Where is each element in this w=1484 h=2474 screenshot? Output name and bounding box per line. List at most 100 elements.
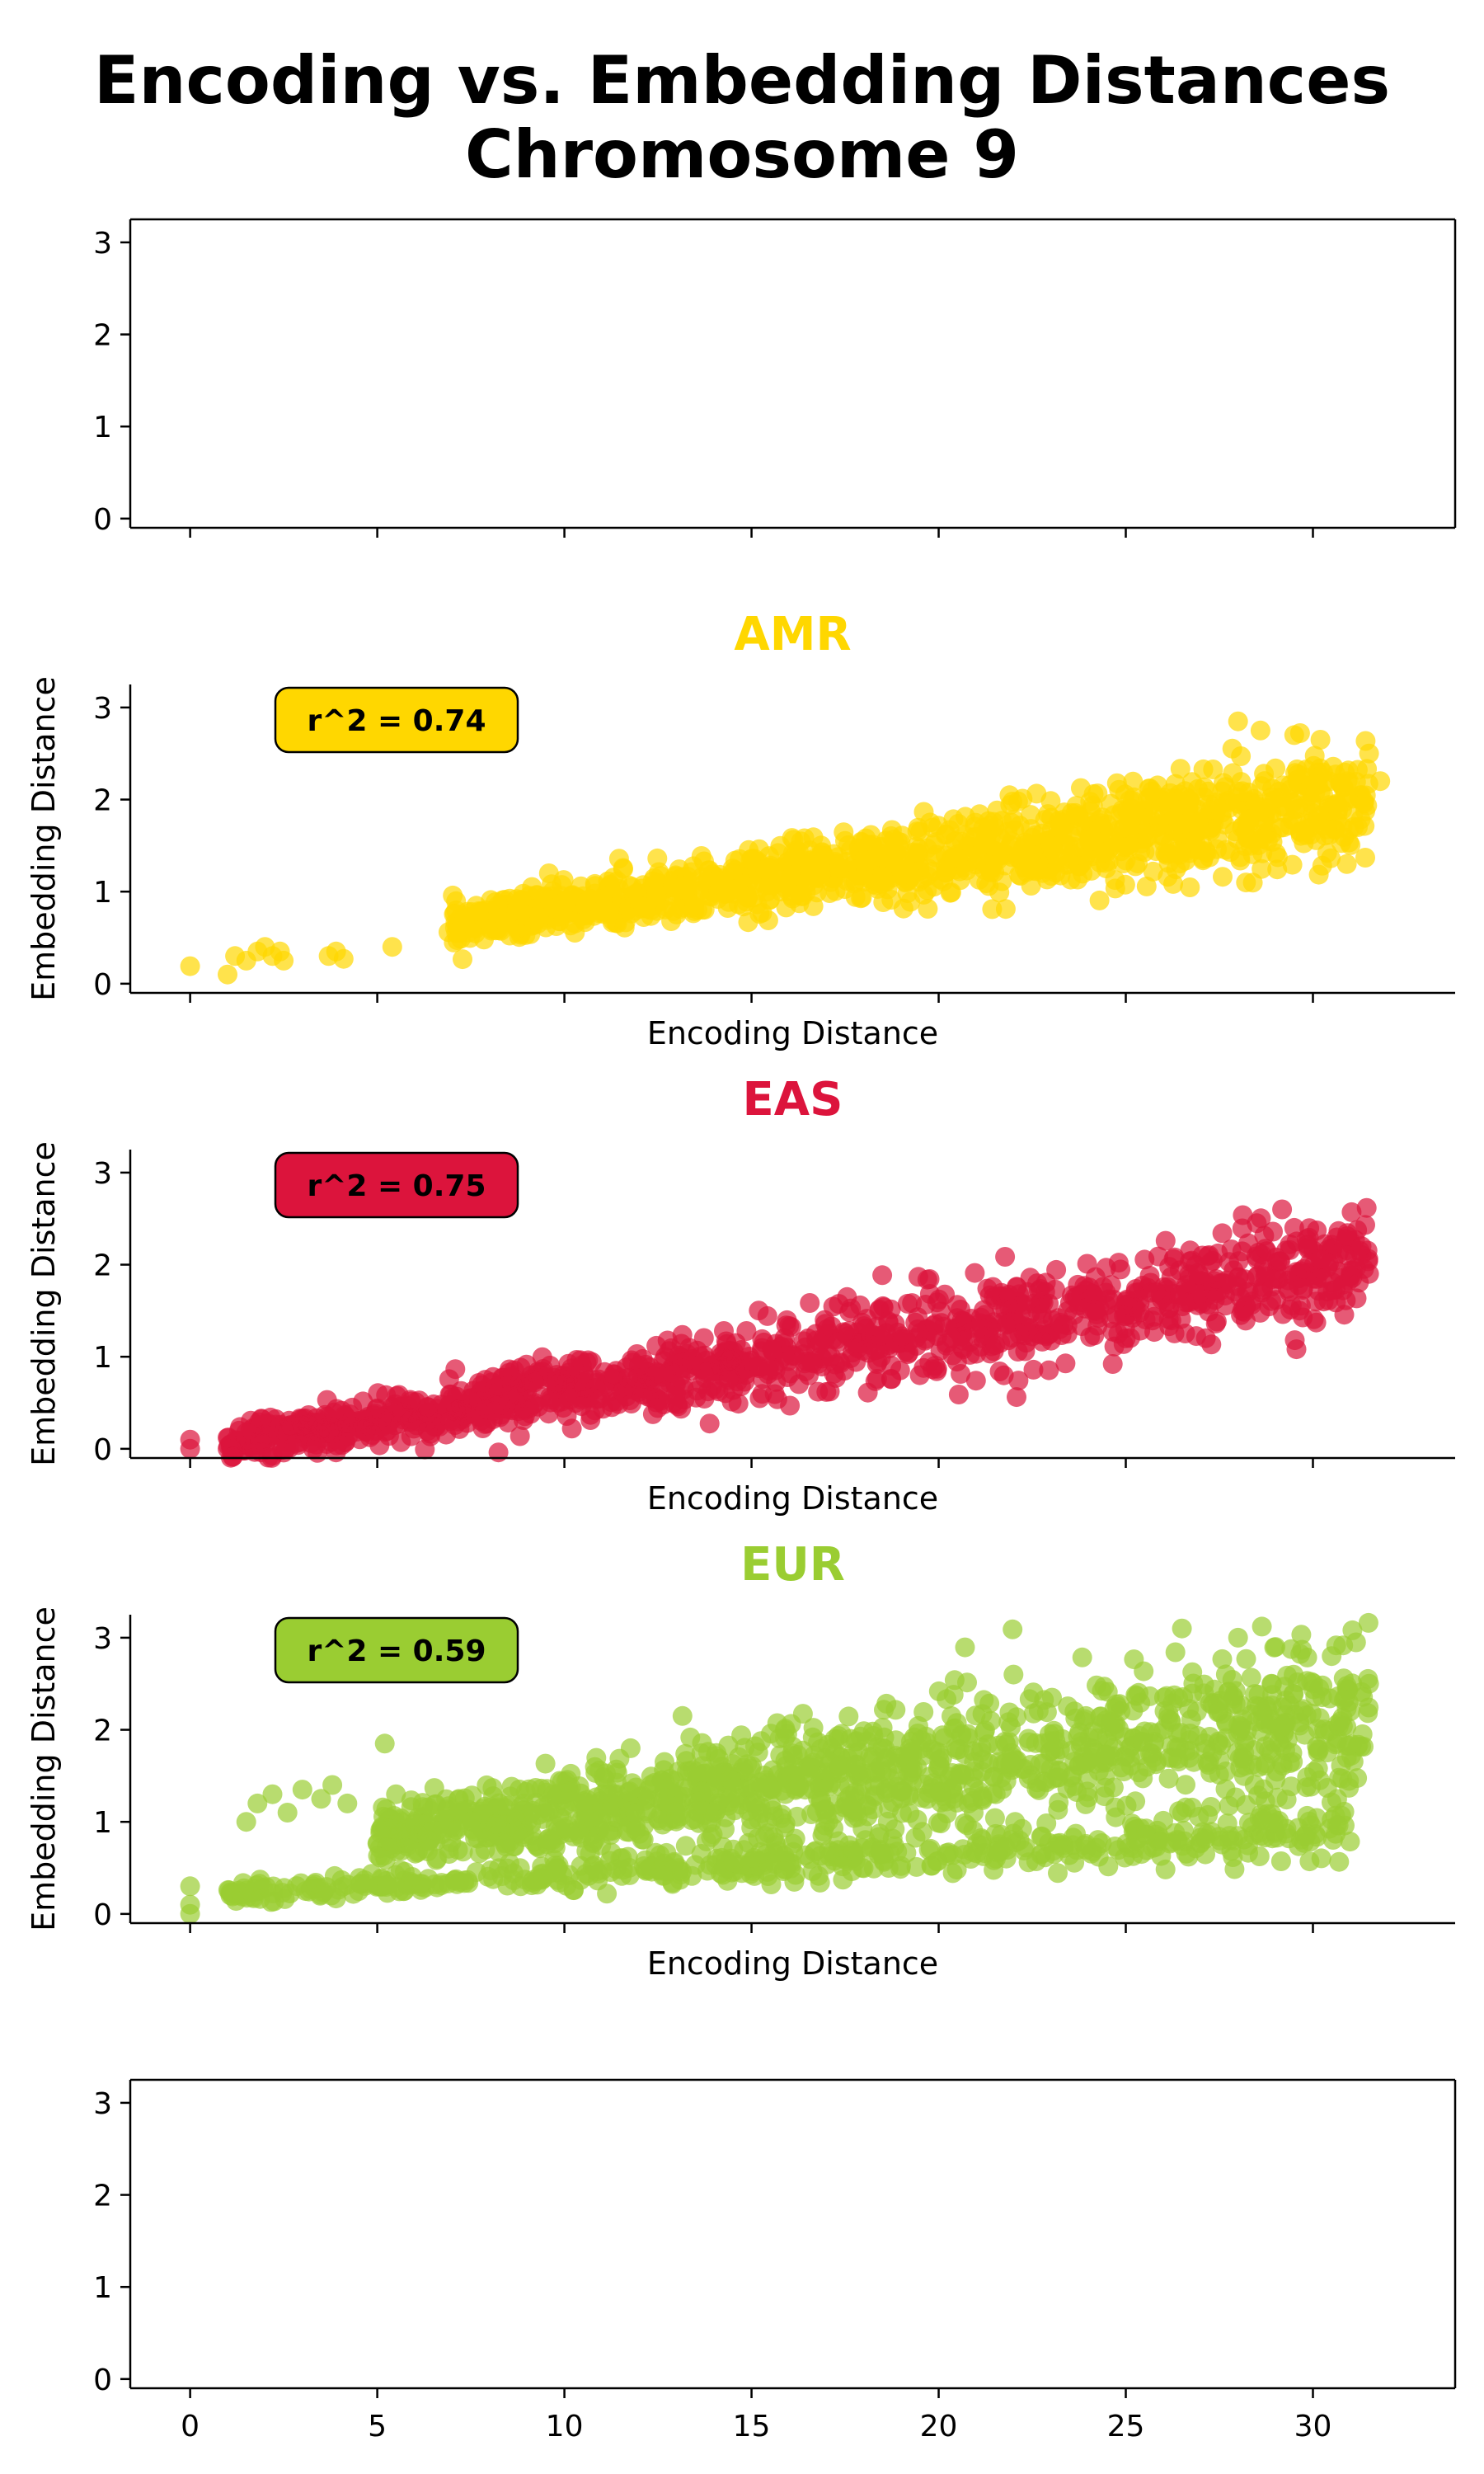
- x-tick-label: 25: [1107, 2410, 1145, 2443]
- data-point: [372, 1407, 392, 1427]
- data-point: [468, 901, 489, 921]
- data-point: [905, 1827, 926, 1848]
- data-point: [500, 925, 520, 946]
- data-point: [741, 1818, 762, 1838]
- y-tick-label: 1: [93, 1806, 112, 1840]
- data-point: [765, 1360, 786, 1380]
- data-point: [575, 1864, 596, 1884]
- y-tick-label: 1: [93, 411, 112, 444]
- data-point: [687, 1761, 707, 1782]
- data-point: [619, 1781, 640, 1802]
- data-point: [758, 875, 779, 896]
- data-point: [274, 1878, 294, 1898]
- data-point: [1045, 863, 1066, 882]
- data-point: [1007, 1387, 1026, 1408]
- data-point: [835, 830, 855, 851]
- data-point: [1195, 1844, 1215, 1865]
- data-point: [985, 1335, 1006, 1356]
- data-point: [438, 922, 458, 943]
- data-point: [378, 1818, 398, 1839]
- data-point: [1030, 1753, 1050, 1774]
- data-point: [608, 849, 629, 869]
- data-point: [1072, 1647, 1092, 1667]
- data-point: [720, 1350, 740, 1371]
- data-point: [1096, 1744, 1116, 1765]
- data-point: [472, 1804, 493, 1824]
- data-point: [890, 1360, 910, 1380]
- data-point: [1165, 774, 1186, 794]
- data-point: [236, 1812, 256, 1832]
- data-point: [1224, 1859, 1245, 1879]
- data-point: [1237, 829, 1258, 849]
- data-point: [899, 861, 919, 882]
- y-tick-label: 2: [93, 2180, 112, 2213]
- data-point: [632, 1348, 653, 1369]
- data-point: [1023, 1703, 1044, 1724]
- data-point: [625, 1803, 646, 1823]
- data-point: [925, 1356, 946, 1376]
- data-point: [1102, 1354, 1123, 1374]
- data-point: [1155, 843, 1176, 863]
- data-point: [543, 898, 564, 919]
- data-point: [946, 1792, 967, 1813]
- data-point: [1340, 1701, 1360, 1722]
- data-point: [559, 1781, 580, 1802]
- data-point: [337, 1793, 358, 1813]
- data-point: [547, 1375, 567, 1395]
- data-point: [921, 1856, 942, 1876]
- y-tick-label: 0: [93, 1898, 112, 1932]
- data-point: [1171, 842, 1191, 863]
- data-point: [482, 1778, 503, 1799]
- data-point: [1242, 1817, 1262, 1837]
- data-point: [1119, 837, 1139, 858]
- data-point: [941, 882, 961, 902]
- data-point: [730, 1794, 751, 1815]
- annotation-r2: r^2 = 0.74: [307, 704, 486, 738]
- data-point: [1114, 1747, 1134, 1767]
- data-point: [1262, 1269, 1283, 1289]
- data-point: [1077, 1289, 1097, 1309]
- annotation-r2: r^2 = 0.59: [307, 1634, 486, 1668]
- data-point: [1026, 825, 1045, 845]
- data-point: [1060, 1767, 1081, 1788]
- data-point: [726, 879, 746, 900]
- data-point: [748, 1743, 768, 1763]
- y-tick-label: 0: [93, 968, 112, 1002]
- data-point: [1047, 1833, 1068, 1854]
- data-point: [1048, 1863, 1068, 1884]
- data-point: [1186, 1326, 1206, 1347]
- data-point: [684, 894, 705, 915]
- data-point: [218, 964, 237, 985]
- data-point: [1235, 1296, 1256, 1316]
- data-point: [1079, 830, 1100, 850]
- data-point: [1261, 1674, 1282, 1695]
- data-point: [867, 1737, 888, 1757]
- data-point: [1303, 1761, 1324, 1782]
- data-point: [1146, 1752, 1167, 1772]
- data-point: [946, 847, 965, 868]
- data-point: [445, 1359, 466, 1380]
- data-point: [311, 1418, 331, 1439]
- data-point: [1228, 1267, 1249, 1287]
- data-point: [917, 1319, 937, 1339]
- x-axis-label: Encoding Distance: [647, 1480, 938, 1517]
- data-point: [1190, 840, 1211, 860]
- data-point: [779, 1315, 800, 1336]
- y-tick-label: 1: [93, 1341, 112, 1375]
- data-point: [930, 1782, 951, 1803]
- y-tick-label: 0: [93, 2363, 112, 2397]
- data-point: [828, 1726, 848, 1746]
- scatter-points: [180, 711, 1391, 985]
- data-point: [755, 1781, 776, 1802]
- data-point: [952, 1839, 973, 1860]
- data-point: [274, 1420, 294, 1441]
- data-point: [951, 1310, 972, 1331]
- data-point: [644, 868, 665, 888]
- data-point: [1329, 1851, 1350, 1872]
- data-point: [565, 923, 585, 943]
- data-point: [942, 1863, 963, 1884]
- data-point: [931, 1813, 951, 1834]
- data-point: [1094, 1677, 1115, 1697]
- data-point: [829, 858, 849, 878]
- data-point: [232, 1886, 252, 1907]
